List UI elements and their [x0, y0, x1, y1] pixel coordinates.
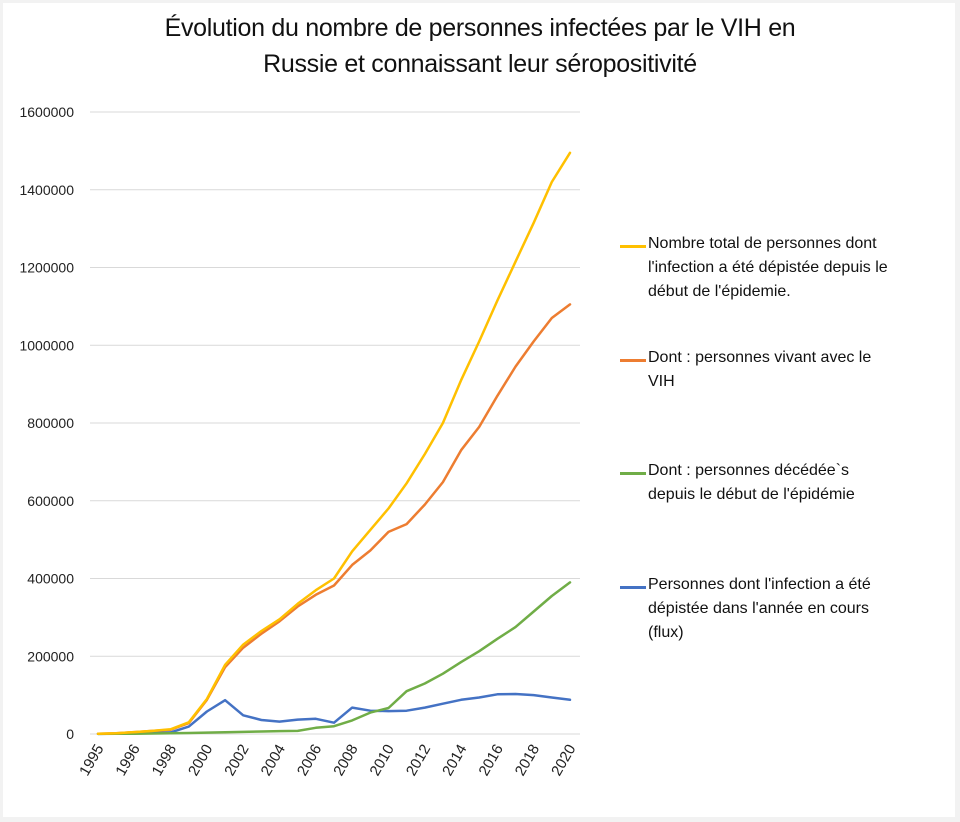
- x-tick-label: 2016: [475, 742, 506, 779]
- x-tick-label: 1995: [76, 742, 107, 779]
- legend-item-living: Dont : personnes vivant avec le VIH: [620, 346, 950, 394]
- series-line-living: [96, 303, 572, 736]
- legend-item-total: Nombre total de personnes dont l'infecti…: [620, 232, 950, 304]
- y-tick-label: 600000: [27, 493, 74, 509]
- legend-label-total: Nombre total de personnes dont l'infecti…: [648, 235, 888, 300]
- y-tick-label: 1600000: [19, 104, 74, 120]
- x-tick-label: 2010: [367, 742, 398, 779]
- legend-swatch-total: [620, 245, 646, 248]
- gridlines: [90, 111, 580, 735]
- x-tick-label: 2004: [258, 742, 289, 779]
- y-axis-tick-labels: 0 200000 400000 600000 800000 1000000 1200000 1…: [19, 104, 74, 742]
- x-axis-tick-labels: 1995 1996 1998 2000 2002 2004 2006 2008 2010 2012…: [76, 742, 579, 779]
- x-tick-label: 2012: [403, 742, 434, 779]
- chart-area: [3, 3, 955, 817]
- legend-swatch-living: [620, 359, 646, 362]
- legend-swatch-deceased: [620, 472, 646, 475]
- y-tick-label: 1000000: [19, 337, 74, 353]
- y-tick-label: 400000: [27, 571, 74, 587]
- legend-swatch-yearly-flux: [620, 586, 646, 589]
- x-tick-label: 2014: [439, 742, 470, 779]
- x-tick-label: 2018: [512, 742, 543, 779]
- chart-title-line-2: Russie et connaissant leur séropositivit…: [263, 50, 697, 78]
- x-tick-label: 2008: [330, 742, 361, 779]
- series-line-deceased: [96, 581, 572, 736]
- y-tick-label: 800000: [27, 415, 74, 431]
- x-tick-label: 1996: [112, 742, 143, 779]
- y-tick-label: 1400000: [19, 182, 74, 198]
- series-line-yearly-flux: [96, 692, 572, 736]
- x-tick-label: 2002: [221, 742, 252, 779]
- x-tick-label: 2020: [548, 742, 579, 779]
- y-tick-label: 0: [66, 726, 74, 742]
- legend-label-deceased: Dont : personnes décédée`s depuis le déb…: [648, 462, 855, 503]
- legend-label-living: Dont : personnes vivant avec le VIH: [648, 349, 872, 390]
- chart-title-line-1: Évolution du nombre de personnes infecté…: [164, 14, 796, 42]
- series-lines: [96, 151, 572, 736]
- x-tick-label: 2006: [294, 742, 325, 779]
- chart-title: Évolution du nombre de personnes infecté…: [0, 10, 960, 82]
- x-tick-label: 2000: [185, 742, 216, 779]
- y-tick-label: 200000: [27, 648, 74, 664]
- legend-item-deceased: Dont : personnes décédée`s depuis le déb…: [620, 459, 950, 507]
- legend-label-yearly-flux: Personnes dont l'infection a été dépisté…: [648, 576, 871, 641]
- series-line-total: [96, 151, 572, 736]
- x-tick-label: 1998: [149, 742, 180, 779]
- y-tick-label: 1200000: [19, 260, 74, 276]
- legend-item-yearly-flux: Personnes dont l'infection a été dépisté…: [620, 573, 950, 645]
